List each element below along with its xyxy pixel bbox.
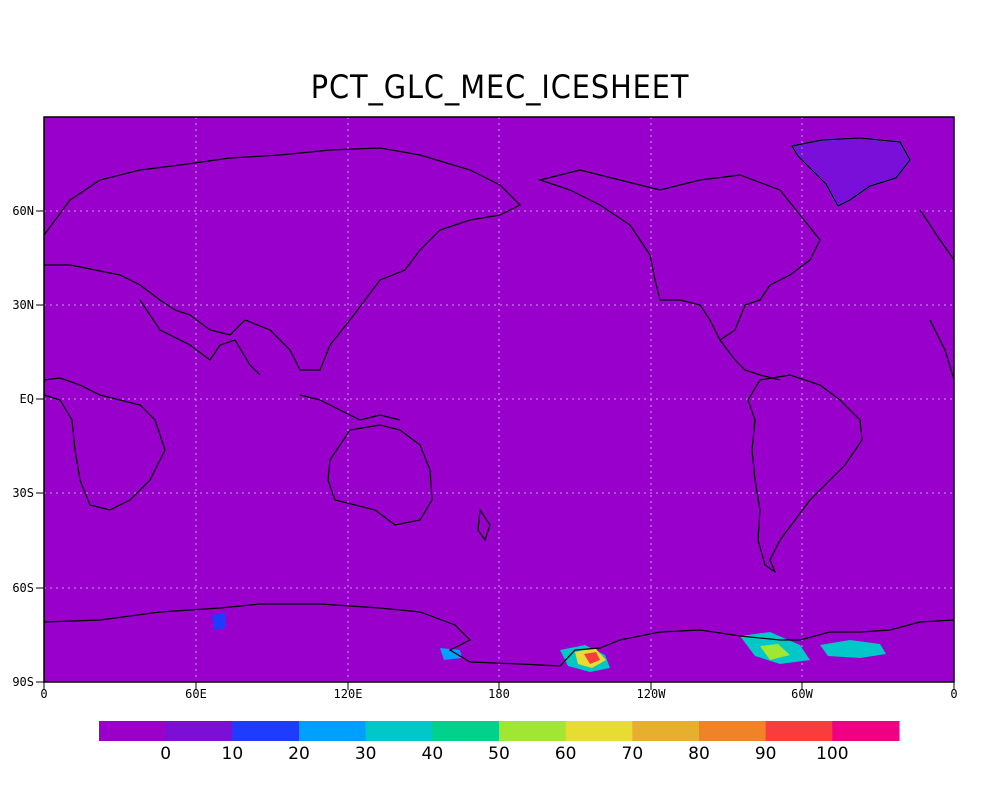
colorbar-label: 60 — [555, 744, 577, 764]
coast-south-america — [747, 374, 863, 574]
colorbar-swatch — [699, 721, 767, 741]
lon-tick-label: 0 — [950, 687, 957, 701]
grid-lines — [44, 117, 954, 682]
tick-marks — [36, 210, 955, 690]
colorbar-swatch — [632, 721, 700, 741]
lat-tick-label: 60S — [12, 581, 34, 595]
colorbar-label: 20 — [288, 744, 310, 764]
coastlines — [43, 137, 955, 667]
antarctica-ice-far-east — [820, 640, 886, 658]
colorbar-label: 70 — [622, 744, 644, 764]
colorbar-label: 10 — [222, 744, 244, 764]
colorbar-label: 80 — [688, 744, 710, 764]
colorbar-label: 0 — [160, 744, 171, 764]
colorbar-label: 40 — [422, 744, 444, 764]
antarctica-ice-east-core — [760, 644, 790, 660]
lat-tick-label: 60N — [12, 204, 34, 218]
antarctica-ice-peak-2 — [584, 652, 600, 664]
coast-india-arabia — [139, 299, 261, 376]
colorbar-label: 100 — [816, 744, 848, 764]
colorbar-swatch — [499, 721, 567, 741]
colorbar-swatch — [832, 721, 900, 741]
coast-greenland — [791, 137, 911, 207]
coast-africa — [43, 377, 166, 511]
colorbar-label: 50 — [488, 744, 510, 764]
lon-tick-label: 120E — [334, 687, 363, 701]
colorbar-labels: 0 10 20 30 40 50 60 70 80 90 100 — [160, 744, 848, 764]
lon-tick-label: 180 — [488, 687, 510, 701]
colorbar-swatch — [165, 721, 233, 741]
lon-tick-label: 120W — [637, 687, 667, 701]
coast-europe-west — [919, 209, 955, 261]
colorbar-swatch — [765, 721, 833, 741]
colorbar-swatch — [99, 721, 167, 741]
coast-antarctica — [43, 603, 955, 667]
coast-africa-west-edge — [929, 319, 955, 381]
colorbar-label: 30 — [355, 744, 377, 764]
lon-tick-label: 0 — [40, 687, 47, 701]
lat-tick-label: 30S — [12, 486, 34, 500]
colorbar-swatch — [365, 721, 433, 741]
lon-tick-label: 60W — [791, 687, 813, 701]
coast-new-zealand — [477, 508, 491, 542]
colorbar-swatch — [432, 721, 500, 741]
colorbar-swatch — [565, 721, 633, 741]
lon-tick-label: 60E — [185, 687, 207, 701]
colorbar — [99, 721, 900, 741]
colorbar-swatch — [299, 721, 367, 741]
colorbar-swatch — [232, 721, 300, 741]
antarctica-ice-shelf — [212, 613, 226, 630]
coast-indonesia — [299, 394, 401, 421]
map-title: PCT_GLC_MEC_ICESHEET — [310, 68, 690, 106]
coast-europe-asia — [43, 147, 522, 371]
lat-tick-label: 90S — [12, 675, 34, 689]
longitude-labels: 0 60E 120E 180 120W 60W 0 — [40, 687, 957, 701]
latitude-labels: 60N 30N EQ 30S 60S 90S — [12, 204, 34, 689]
coast-north-america — [537, 169, 821, 341]
colorbar-label: 90 — [755, 744, 777, 764]
lat-tick-label: 30N — [12, 298, 34, 312]
coast-australia — [327, 424, 433, 526]
coast-central-america — [719, 339, 781, 381]
antarctica-ice-ross — [440, 648, 462, 660]
lat-tick-label: EQ — [20, 392, 34, 406]
